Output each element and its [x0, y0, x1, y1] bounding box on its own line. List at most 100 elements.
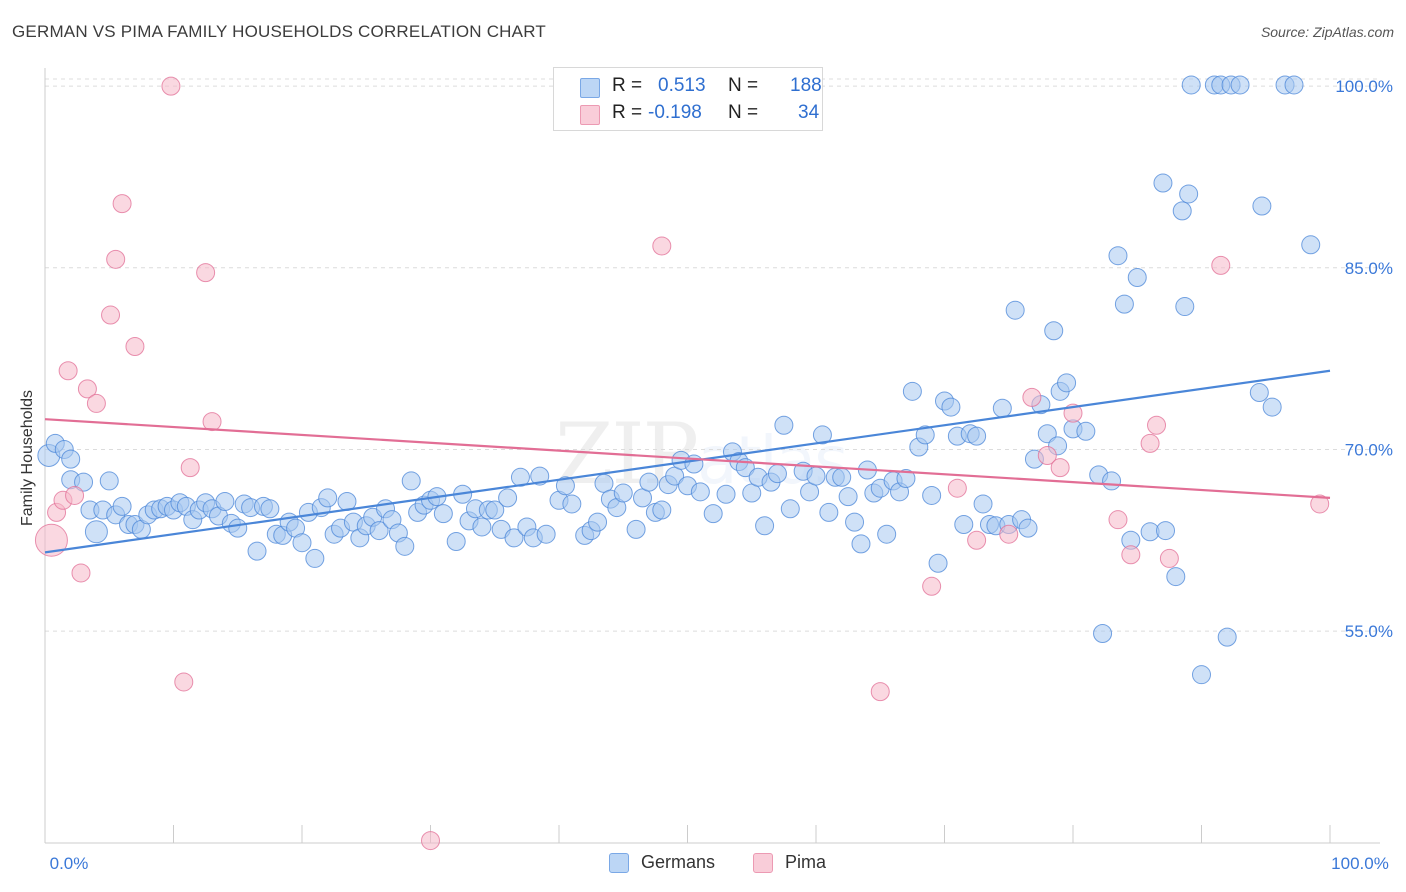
- y-tick-label: 55.0%: [1345, 622, 1393, 641]
- point-pima: [652, 236, 672, 256]
- bottom-legend-swatch-germans: [609, 853, 629, 873]
- point-germans: [61, 449, 81, 469]
- point-germans: [812, 425, 832, 445]
- legend-n-label: N =: [728, 102, 759, 123]
- point-pima: [1050, 458, 1070, 478]
- point-pima: [125, 337, 145, 357]
- point-pima: [174, 672, 194, 692]
- point-germans: [1057, 373, 1077, 393]
- point-germans: [639, 472, 659, 492]
- point-germans: [1037, 424, 1057, 444]
- x-tick-label: 100.0%: [1331, 854, 1389, 873]
- point-germans: [774, 415, 794, 435]
- point-germans: [99, 471, 119, 491]
- point-pima: [922, 576, 942, 596]
- legend-swatch-germans: [580, 78, 600, 98]
- point-germans: [652, 500, 672, 520]
- point-pima: [870, 682, 890, 702]
- chart-title: GERMAN VS PIMA FAMILY HOUSEHOLDS CORRELA…: [12, 22, 546, 41]
- point-germans: [1252, 196, 1272, 216]
- point-germans: [928, 553, 948, 573]
- point-pima: [1121, 545, 1141, 565]
- point-germans: [915, 425, 935, 445]
- point-germans: [626, 519, 646, 539]
- point-germans: [318, 488, 338, 508]
- point-germans: [562, 494, 582, 514]
- point-pima: [180, 458, 200, 478]
- point-pima: [101, 305, 121, 325]
- point-germans: [247, 541, 267, 561]
- point-germans: [305, 548, 325, 568]
- point-pima: [1037, 446, 1057, 465]
- point-germans: [1179, 184, 1199, 204]
- point-germans: [1005, 300, 1025, 320]
- point-pima: [1022, 387, 1042, 407]
- point-germans: [1018, 518, 1038, 538]
- point-germans: [973, 494, 993, 514]
- point-pima: [58, 361, 78, 381]
- point-pima: [196, 263, 216, 283]
- point-pima: [161, 76, 181, 96]
- point-germans: [1175, 297, 1195, 317]
- point-germans: [690, 482, 710, 502]
- correlation-legend: R = 0.513 N = 188 R = -0.198 N = 34: [553, 67, 823, 131]
- point-germans: [902, 381, 922, 401]
- point-germans: [1217, 627, 1237, 647]
- legend-r-label: R =: [612, 75, 643, 96]
- point-germans: [780, 499, 800, 519]
- point-germans: [1093, 624, 1113, 644]
- point-germans: [74, 472, 94, 492]
- point-pima: [967, 530, 987, 550]
- point-pima: [77, 379, 97, 399]
- y-tick-label: 100.0%: [1335, 77, 1393, 96]
- point-germans: [1301, 235, 1321, 255]
- point-germans: [472, 517, 492, 537]
- point-germans: [228, 518, 248, 538]
- point-germans: [1230, 75, 1250, 95]
- point-germans: [877, 524, 897, 544]
- point-germans: [555, 476, 575, 496]
- point-pima: [1147, 415, 1167, 435]
- point-pima: [112, 194, 132, 214]
- point-germans: [1114, 294, 1134, 314]
- point-germans: [485, 500, 505, 520]
- point-germans: [215, 492, 235, 512]
- point-germans: [401, 471, 421, 491]
- point-germans: [992, 398, 1012, 418]
- point-germans: [755, 516, 775, 536]
- point-germans: [1044, 321, 1064, 341]
- point-pima: [1211, 255, 1231, 275]
- legend-swatch-pima: [580, 105, 600, 125]
- point-germans: [806, 466, 826, 486]
- point-germans: [819, 502, 839, 522]
- point-germans: [896, 469, 916, 489]
- point-germans: [1102, 471, 1122, 491]
- point-germans: [1166, 567, 1186, 587]
- point-germans: [1108, 246, 1128, 266]
- point-germans: [716, 484, 736, 504]
- point-germans: [369, 521, 389, 541]
- point-germans: [832, 467, 852, 487]
- point-pima: [106, 249, 126, 269]
- point-germans: [504, 528, 524, 548]
- point-germans: [433, 504, 453, 524]
- trend-line-pima: [44, 418, 1331, 499]
- point-germans: [530, 466, 550, 486]
- point-germans: [292, 533, 312, 553]
- point-germans: [1172, 201, 1192, 221]
- point-germans: [536, 524, 556, 544]
- point-germans: [1249, 383, 1269, 403]
- point-pima: [1140, 433, 1160, 453]
- legend-n-label: N =: [728, 75, 759, 96]
- point-germans: [941, 397, 961, 417]
- point-germans: [84, 520, 108, 544]
- point-germans: [510, 467, 530, 487]
- legend-n-value: 34: [798, 102, 820, 123]
- point-germans: [922, 485, 942, 505]
- point-pima: [1310, 494, 1330, 514]
- bottom-legend-label-pima: Pima: [785, 852, 827, 872]
- point-pima: [421, 831, 440, 851]
- point-germans: [498, 488, 518, 508]
- point-germans: [851, 534, 871, 554]
